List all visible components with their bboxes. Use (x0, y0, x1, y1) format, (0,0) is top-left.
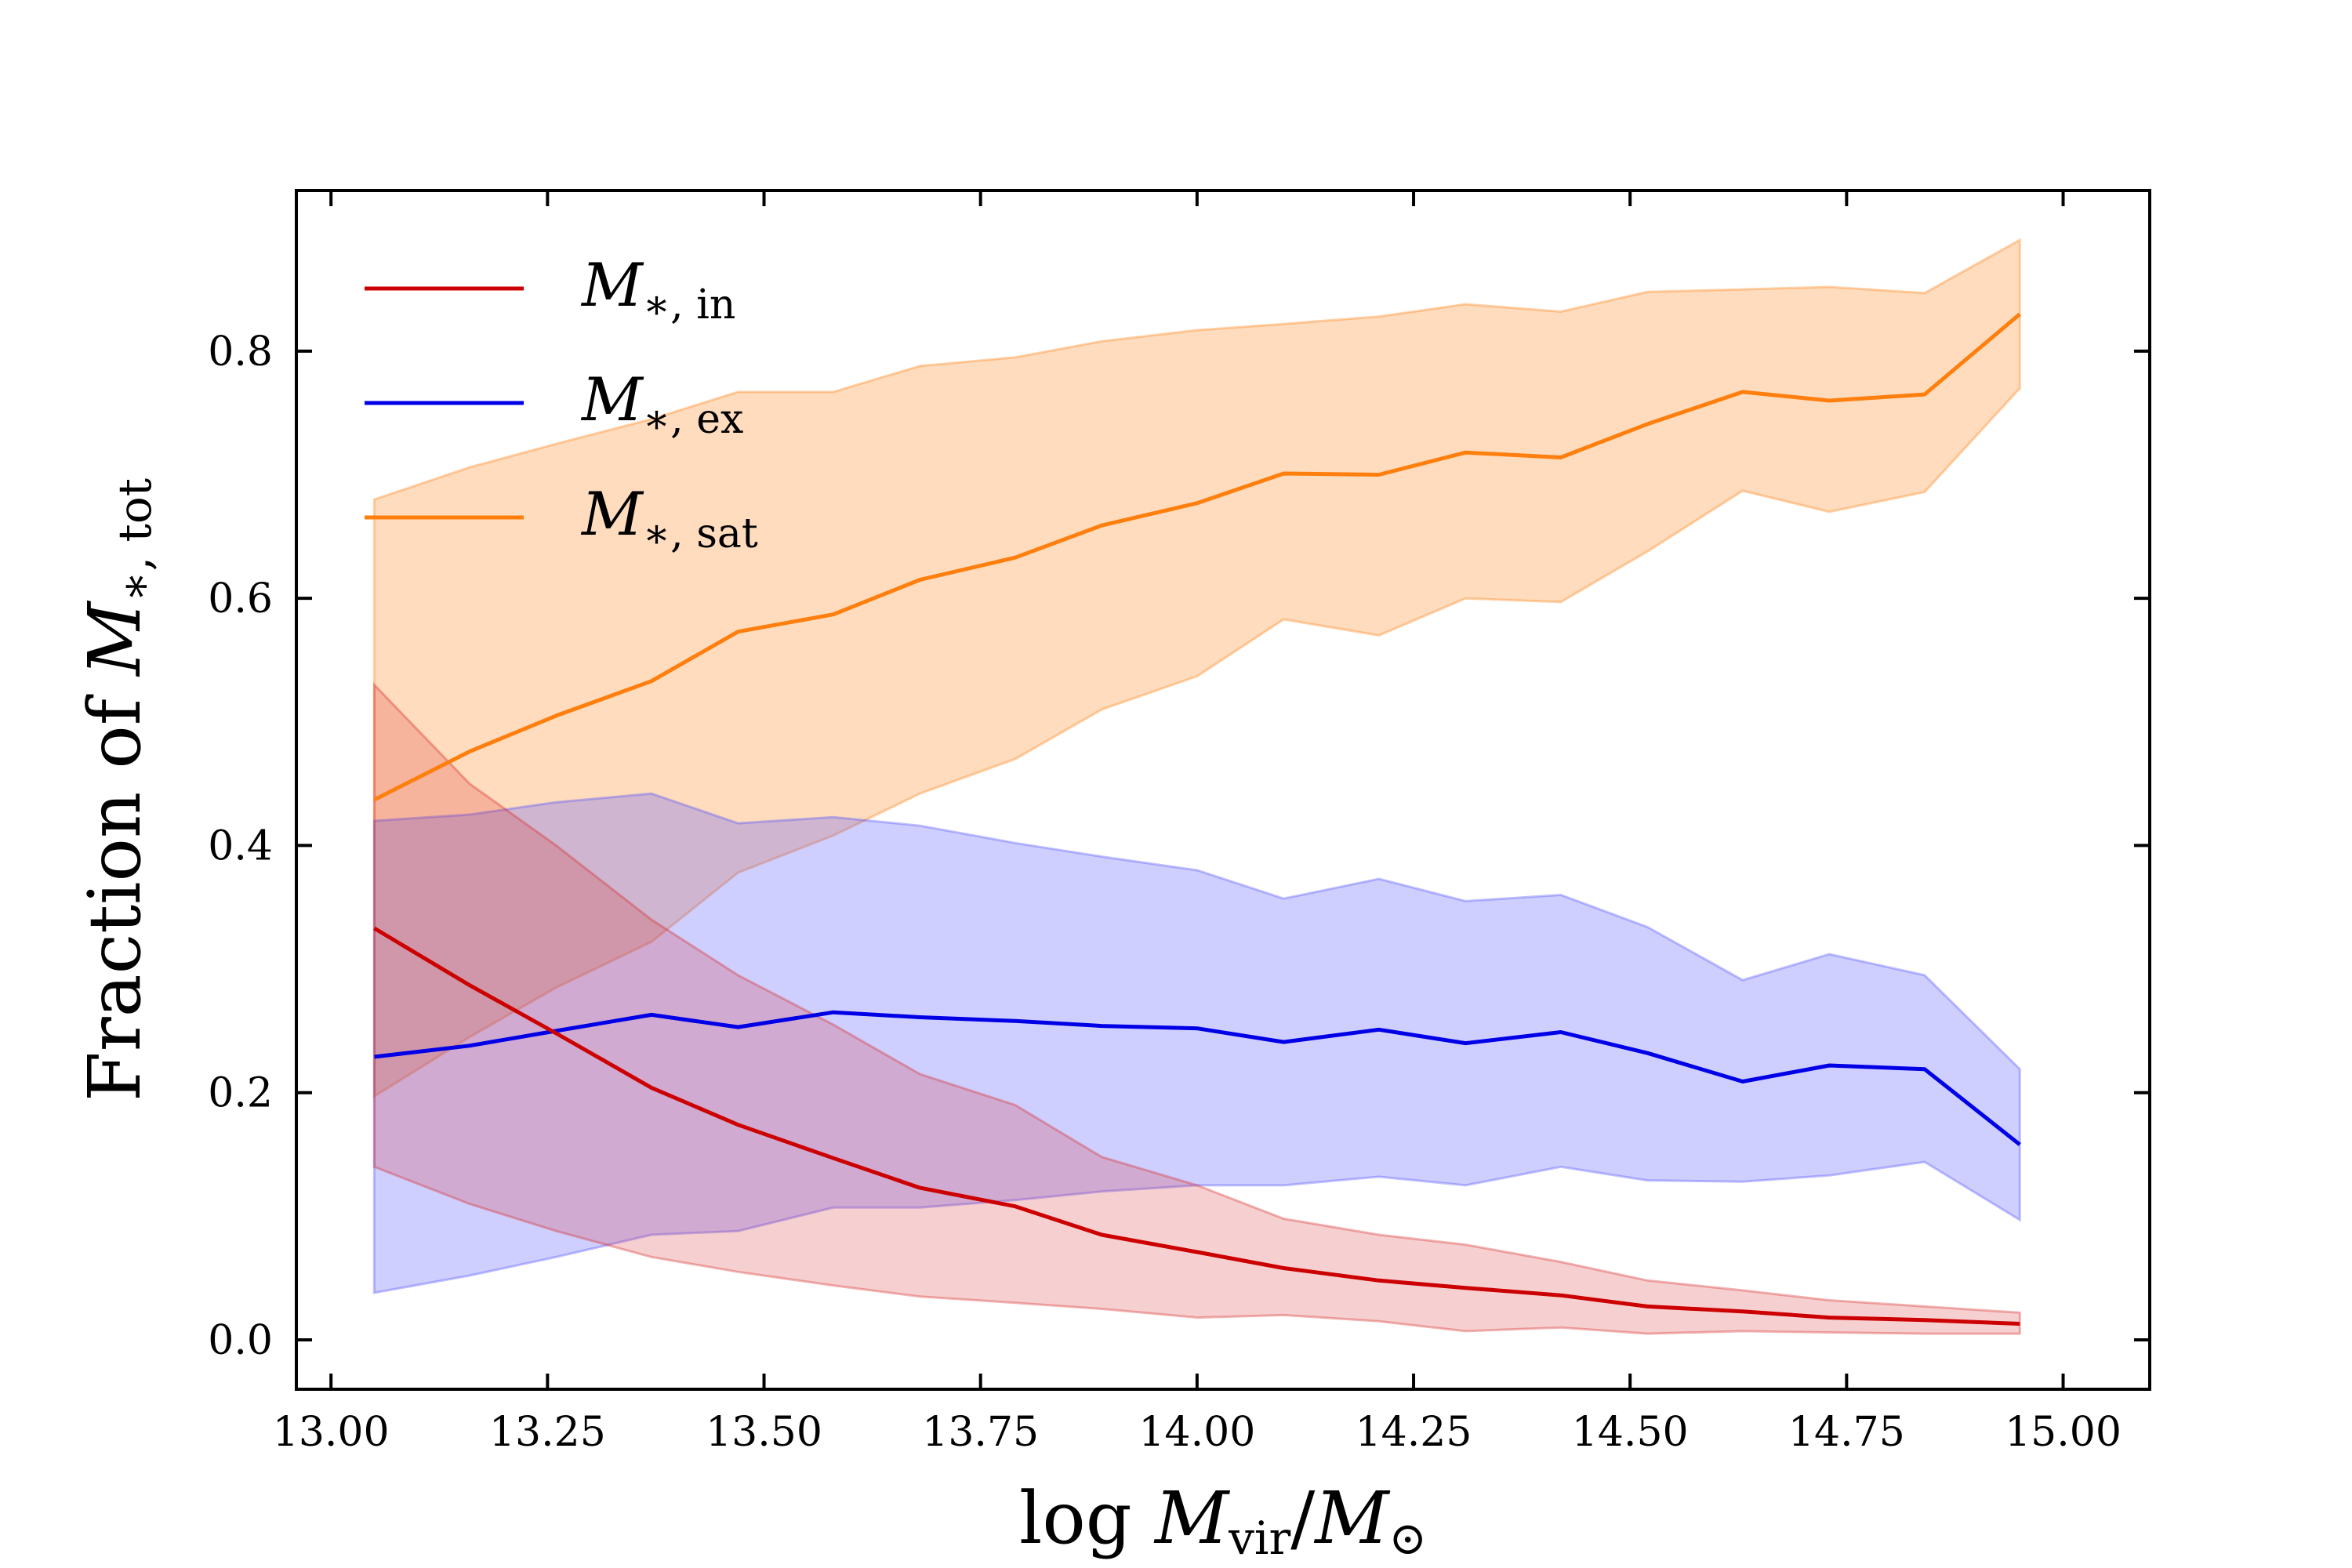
band-ex (372, 792, 2021, 1294)
x-tick-label: 13.75 (922, 1409, 1039, 1456)
x-tick-label: 13.00 (273, 1409, 390, 1456)
y-tick-label: 0.0 (208, 1317, 273, 1364)
x-tick-label: 13.50 (706, 1409, 822, 1456)
y-tick-label: 0.6 (208, 575, 273, 622)
axis-ticks: 13.00 13.25 13.50 13.75 14.00 14.25 14.50 14.75… (208, 191, 2150, 1456)
legend: M∗, in M∗, ex M∗, sat (365, 250, 758, 557)
x-tick-label: 13.25 (489, 1409, 606, 1456)
line-in (373, 926, 2020, 1326)
x-tick-label: 15.00 (2005, 1409, 2122, 1456)
legend-label-ex: M∗, ex (580, 365, 743, 443)
line-ex (374, 1010, 2021, 1146)
y-axis-label: Fraction of M∗, tot (73, 478, 162, 1102)
x-tick-label: 14.00 (1138, 1409, 1255, 1456)
series-lines (373, 312, 2021, 1326)
band-sat (372, 238, 2021, 1099)
plot-frame (295, 189, 2151, 1391)
x-tick-label: 14.25 (1356, 1409, 1472, 1456)
line-sat (373, 312, 2021, 802)
y-tick-label: 0.2 (208, 1070, 273, 1117)
y-tick-label: 0.8 (208, 328, 273, 376)
y-tick-label: 0.4 (208, 822, 273, 869)
x-tick-label: 14.75 (1788, 1409, 1905, 1456)
confidence-bands (372, 238, 2021, 1335)
band-in (372, 681, 2021, 1335)
x-axis-label: log Mvir/M⊙ (1019, 1476, 1427, 1565)
legend-label-in: M∗, in (580, 250, 735, 328)
legend-label-sat: M∗, sat (580, 479, 758, 557)
x-tick-label: 14.50 (1572, 1409, 1689, 1456)
